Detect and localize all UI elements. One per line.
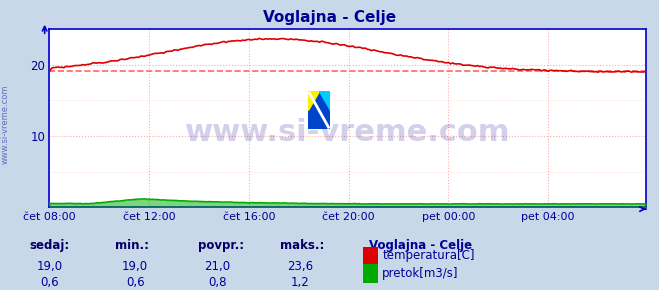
- Text: pretok[m3/s]: pretok[m3/s]: [382, 267, 459, 280]
- Text: povpr.:: povpr.:: [198, 239, 244, 252]
- Text: 0,8: 0,8: [208, 276, 227, 289]
- Text: 19,0: 19,0: [36, 260, 63, 273]
- Text: maks.:: maks.:: [280, 239, 324, 252]
- Text: www.si-vreme.com: www.si-vreme.com: [1, 85, 10, 164]
- Text: 21,0: 21,0: [204, 260, 231, 273]
- Text: 0,6: 0,6: [40, 276, 59, 289]
- Text: min.:: min.:: [115, 239, 150, 252]
- Text: 0,6: 0,6: [126, 276, 144, 289]
- Text: 23,6: 23,6: [287, 260, 313, 273]
- Polygon shape: [308, 91, 330, 129]
- Text: sedaj:: sedaj:: [30, 239, 70, 252]
- Polygon shape: [319, 91, 330, 110]
- Text: Voglajna - Celje: Voglajna - Celje: [263, 10, 396, 25]
- Text: Voglajna - Celje: Voglajna - Celje: [369, 239, 472, 252]
- Text: temperatura[C]: temperatura[C]: [382, 249, 474, 262]
- Polygon shape: [308, 91, 319, 110]
- Text: 1,2: 1,2: [291, 276, 309, 289]
- Text: 19,0: 19,0: [122, 260, 148, 273]
- Text: www.si-vreme.com: www.si-vreme.com: [185, 118, 510, 147]
